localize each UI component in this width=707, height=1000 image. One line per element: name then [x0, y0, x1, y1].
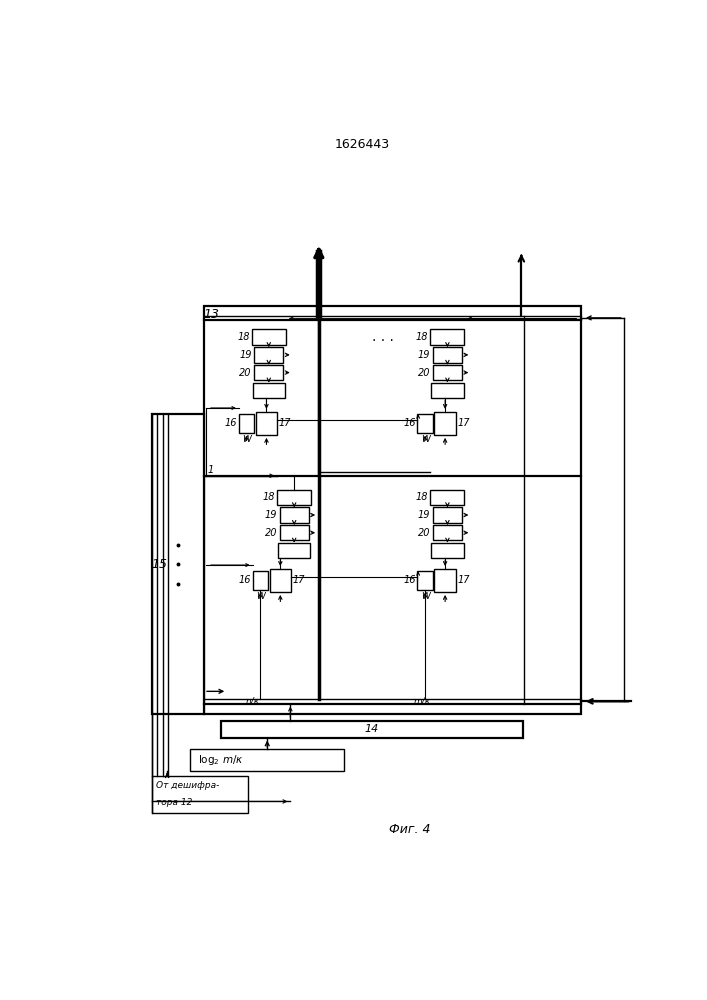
Text: 17: 17	[293, 575, 305, 585]
Bar	[417, 571, 433, 590]
Bar	[252, 329, 286, 345]
Text: 15: 15	[151, 558, 168, 571]
Bar	[433, 365, 462, 380]
Text: n/к: n/к	[245, 697, 259, 706]
Text: 16: 16	[238, 575, 251, 585]
Text: W: W	[421, 435, 430, 444]
Bar	[221, 721, 523, 738]
Bar	[279, 507, 309, 523]
Bar	[431, 490, 464, 505]
Bar	[278, 543, 310, 558]
Text: 1: 1	[208, 465, 214, 475]
Bar	[256, 412, 277, 435]
Bar	[434, 412, 456, 435]
Text: W: W	[421, 592, 430, 601]
Text: 18: 18	[262, 492, 275, 502]
Text: 16: 16	[225, 418, 238, 428]
Bar	[431, 329, 464, 345]
Bar	[252, 383, 285, 398]
Text: W: W	[242, 435, 251, 444]
Bar	[252, 571, 268, 590]
Bar	[433, 347, 462, 363]
Text: 20: 20	[418, 368, 431, 378]
Bar	[152, 776, 248, 813]
Bar	[433, 507, 462, 523]
Bar	[152, 414, 204, 714]
Text: 20: 20	[264, 528, 277, 538]
Bar	[417, 414, 433, 433]
Text: 18: 18	[237, 332, 250, 342]
Text: $\log_2\, m/\kappa$: $\log_2\, m/\kappa$	[198, 753, 244, 767]
Text: 1626443: 1626443	[334, 138, 390, 151]
Text: Фиг. 4: Фиг. 4	[389, 823, 431, 836]
Text: :: :	[317, 481, 321, 494]
Text: 16: 16	[404, 575, 416, 585]
Text: 19: 19	[264, 510, 277, 520]
Text: 19: 19	[418, 510, 431, 520]
Text: . . . .: . . . .	[315, 695, 343, 708]
Text: . . .: . . .	[372, 330, 394, 344]
Text: 17: 17	[457, 418, 470, 428]
Text: 19: 19	[418, 350, 431, 360]
Bar	[433, 525, 462, 540]
Text: тора 12: тора 12	[156, 798, 192, 807]
Text: 17: 17	[457, 575, 470, 585]
Bar	[434, 569, 456, 592]
Bar	[277, 490, 311, 505]
Text: 16: 16	[404, 418, 416, 428]
Bar	[190, 749, 344, 771]
Bar	[204, 306, 581, 714]
Bar	[279, 525, 309, 540]
Text: От дешифра-: От дешифра-	[156, 781, 219, 790]
Bar	[431, 543, 464, 558]
Bar	[254, 365, 284, 380]
Text: 20: 20	[418, 528, 431, 538]
Text: 18: 18	[416, 332, 428, 342]
Text: m/к: m/к	[414, 697, 431, 706]
Text: W: W	[256, 592, 264, 601]
Text: 14: 14	[365, 724, 379, 734]
Text: 20: 20	[240, 368, 252, 378]
Bar	[239, 414, 254, 433]
Bar	[269, 569, 291, 592]
Text: 17: 17	[279, 418, 291, 428]
Bar	[431, 383, 464, 398]
Text: 13: 13	[204, 308, 220, 321]
Text: 19: 19	[240, 350, 252, 360]
Text: 18: 18	[416, 492, 428, 502]
Bar	[254, 347, 284, 363]
